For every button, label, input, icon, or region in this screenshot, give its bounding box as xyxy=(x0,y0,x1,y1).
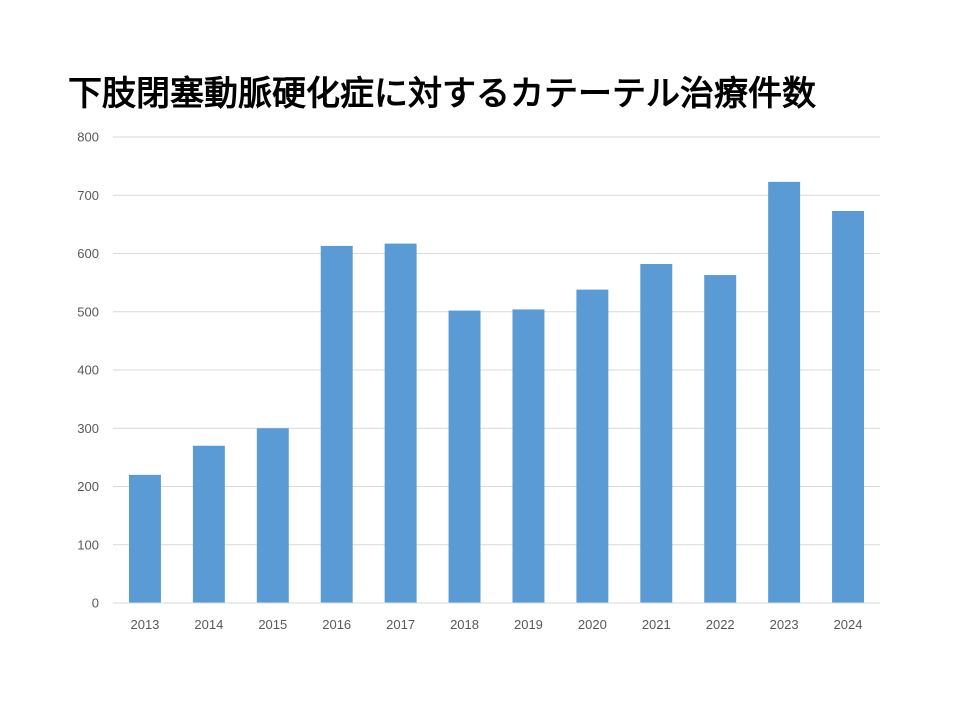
bar-2023 xyxy=(768,181,801,604)
y-tick-label: 500 xyxy=(77,304,99,319)
y-tick-label: 200 xyxy=(77,479,99,494)
x-axis-tick-labels: 2013 2014 2015 2016 2017 2018 2019 2020 2021 2022… xyxy=(130,617,862,632)
gridlines xyxy=(113,136,880,546)
y-tick-label: 700 xyxy=(77,188,99,203)
bar-2024 xyxy=(832,210,865,604)
x-tick-label: 2018 xyxy=(450,617,479,632)
bar-2014 xyxy=(192,445,225,603)
y-tick-label: 600 xyxy=(77,246,99,261)
bar-2017 xyxy=(384,243,417,603)
x-tick-label: 2017 xyxy=(386,617,415,632)
x-tick-label: 2016 xyxy=(322,617,351,632)
x-tick-label: 2021 xyxy=(642,617,671,632)
x-tick-label: 2022 xyxy=(706,617,735,632)
bar-2022 xyxy=(704,275,737,603)
bars xyxy=(128,181,865,604)
bar-2016 xyxy=(320,245,353,604)
bar-2020 xyxy=(576,289,609,603)
bar-2021 xyxy=(640,263,673,603)
chart-title: 下肢閉塞動脈硬化症に対するカテーテル治療件数 xyxy=(68,74,816,114)
x-tick-label: 2024 xyxy=(834,617,863,632)
x-tick-label: 2020 xyxy=(578,617,607,632)
y-tick-label: 100 xyxy=(77,537,99,552)
bar-2015 xyxy=(256,428,289,603)
y-tick-label: 0 xyxy=(92,596,99,611)
y-tick-label: 800 xyxy=(77,130,99,145)
x-tick-label: 2013 xyxy=(130,617,159,632)
bar-2013 xyxy=(128,474,161,603)
y-tick-label: 300 xyxy=(77,421,99,436)
y-tick-label: 400 xyxy=(77,363,99,378)
x-tick-label: 2023 xyxy=(770,617,799,632)
x-tick-label: 2019 xyxy=(514,617,543,632)
x-tick-label: 2015 xyxy=(258,617,287,632)
x-tick-label: 2014 xyxy=(194,617,223,632)
bar-2018 xyxy=(448,310,481,603)
bar-2019 xyxy=(512,309,545,603)
y-axis-tick-labels: 0 100 200 300 400 500 600 700 800 xyxy=(77,130,99,611)
